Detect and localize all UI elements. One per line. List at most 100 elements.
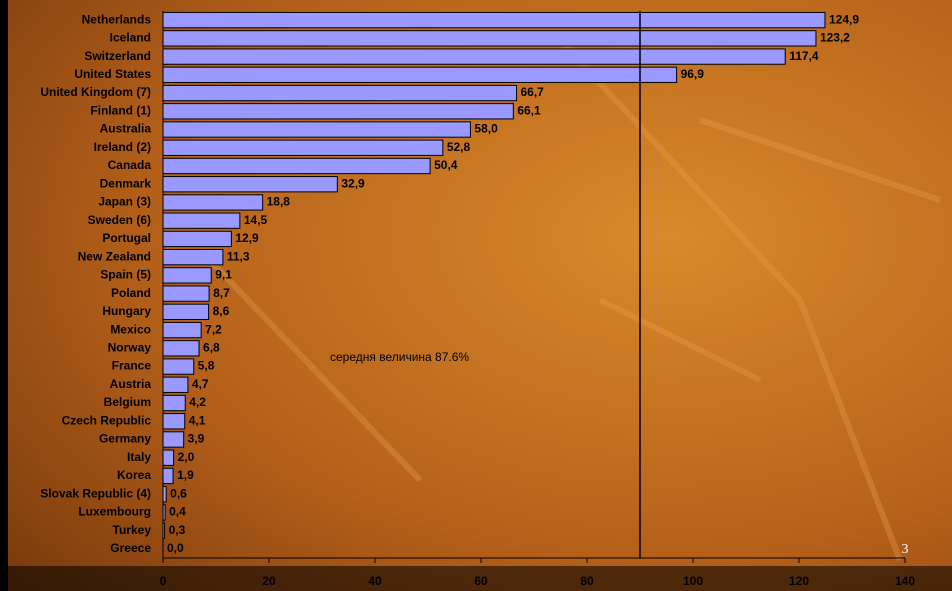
leaf-decoration [197,37,941,562]
page-number: 3 [902,542,909,557]
border-left [0,0,8,591]
y-tick-label: Korea [117,468,151,482]
y-tick-label: Hungary [102,304,151,318]
y-tick-label: Austria [110,377,152,391]
value-label: 4,1 [189,413,206,427]
y-tick-label: Norway [108,340,152,354]
y-tick-label: United Kingdom (7) [40,85,151,99]
bar [162,431,185,448]
y-tick-label: Mexico [110,322,151,336]
y-tick-label: Slovak Republic (4) [40,486,151,500]
y-tick-label: Sweden (6) [88,213,151,227]
y-tick-label: Spain (5) [100,268,151,282]
y-tick-label: Germany [99,432,151,446]
bar [162,394,186,412]
x-tick-label: 20 [262,574,276,588]
value-label: 4,7 [192,377,209,391]
y-tick-label: Greece [110,541,151,555]
value-label: 18,8 [267,195,291,209]
y-tick-label: Switzerland [84,49,151,63]
bar [162,11,826,29]
bar [162,212,241,229]
value-label: 5,8 [198,359,215,373]
value-label: 8,6 [213,304,230,318]
value-label: 50,4 [434,158,458,172]
y-tick-label: Finland (1) [90,103,151,117]
annotation: середня величина 87.6% [330,350,469,364]
value-label: 8,7 [213,286,230,300]
y-tick-label: Belgium [104,395,151,409]
value-label: 66,7 [521,85,545,99]
bar [162,321,202,339]
value-label: 11,3 [227,249,250,263]
value-label: 12,9 [235,231,259,245]
bar [162,84,518,102]
bar [162,66,678,83]
y-tick-label: New Zealand [78,249,151,263]
value-label: 4,2 [189,395,206,409]
bar [162,376,189,393]
value-label: 0,0 [167,541,184,555]
value-label: 0,4 [169,505,186,519]
value-label: 1,9 [177,468,194,482]
value-label: 123,2 [820,31,850,45]
y-tick-label: Czech Republic [62,413,152,427]
bar [162,48,786,65]
value-label: 3,9 [188,432,205,446]
bar [162,449,175,466]
y-tick-label: Turkey [113,523,152,537]
bar [162,358,195,375]
y-tick-label: Portugal [102,231,151,245]
bar [162,467,174,485]
bar [162,194,264,211]
bar [162,230,232,248]
y-tick-label: Poland [111,286,151,300]
bar [162,413,186,430]
bar [162,340,200,357]
y-tick-label: Luxembourg [78,505,151,519]
bar [162,303,210,321]
bar [162,121,471,138]
value-label: 96,9 [681,67,705,81]
bar [162,103,514,120]
x-tick-label: 0 [160,574,167,588]
value-label: 0,3 [169,523,186,537]
value-label: 6,8 [203,340,220,354]
value-label: 2,0 [178,450,195,464]
bar [162,30,817,47]
y-tick-label: Ireland (2) [94,140,151,154]
value-label: 66,1 [517,103,541,117]
value-label: 9,1 [215,268,232,282]
value-label: 14,5 [244,213,268,227]
y-tick-label: United States [74,67,151,81]
bar [162,267,212,284]
x-tick-label: 140 [895,574,915,588]
bar [162,157,431,175]
x-tick-label: 120 [789,574,809,588]
value-label: 58,0 [474,122,498,136]
x-tick-label: 100 [683,574,703,588]
y-tick-label: Iceland [110,31,151,45]
border-bottom [0,566,952,591]
x-tick-label: 60 [474,574,488,588]
bar [162,176,338,193]
bar [162,139,444,156]
x-tick-label: 80 [580,574,594,588]
x-tick-label: 40 [368,574,382,588]
y-tick-label: Australia [100,122,152,136]
bar [162,285,210,302]
y-tick-label: France [112,359,152,373]
bar [162,248,224,266]
value-label: 124,9 [829,12,859,26]
value-label: 0,6 [170,486,187,500]
value-label: 52,8 [447,140,471,154]
y-tick-label: Japan (3) [98,195,151,209]
y-tick-label: Netherlands [82,12,152,26]
value-label: 7,2 [205,322,222,336]
y-tick-label: Denmark [100,176,152,190]
value-label: 32,9 [341,176,365,190]
value-label: 117,4 [789,49,819,63]
y-tick-label: Canada [108,158,152,172]
y-tick-label: Italy [127,450,151,464]
